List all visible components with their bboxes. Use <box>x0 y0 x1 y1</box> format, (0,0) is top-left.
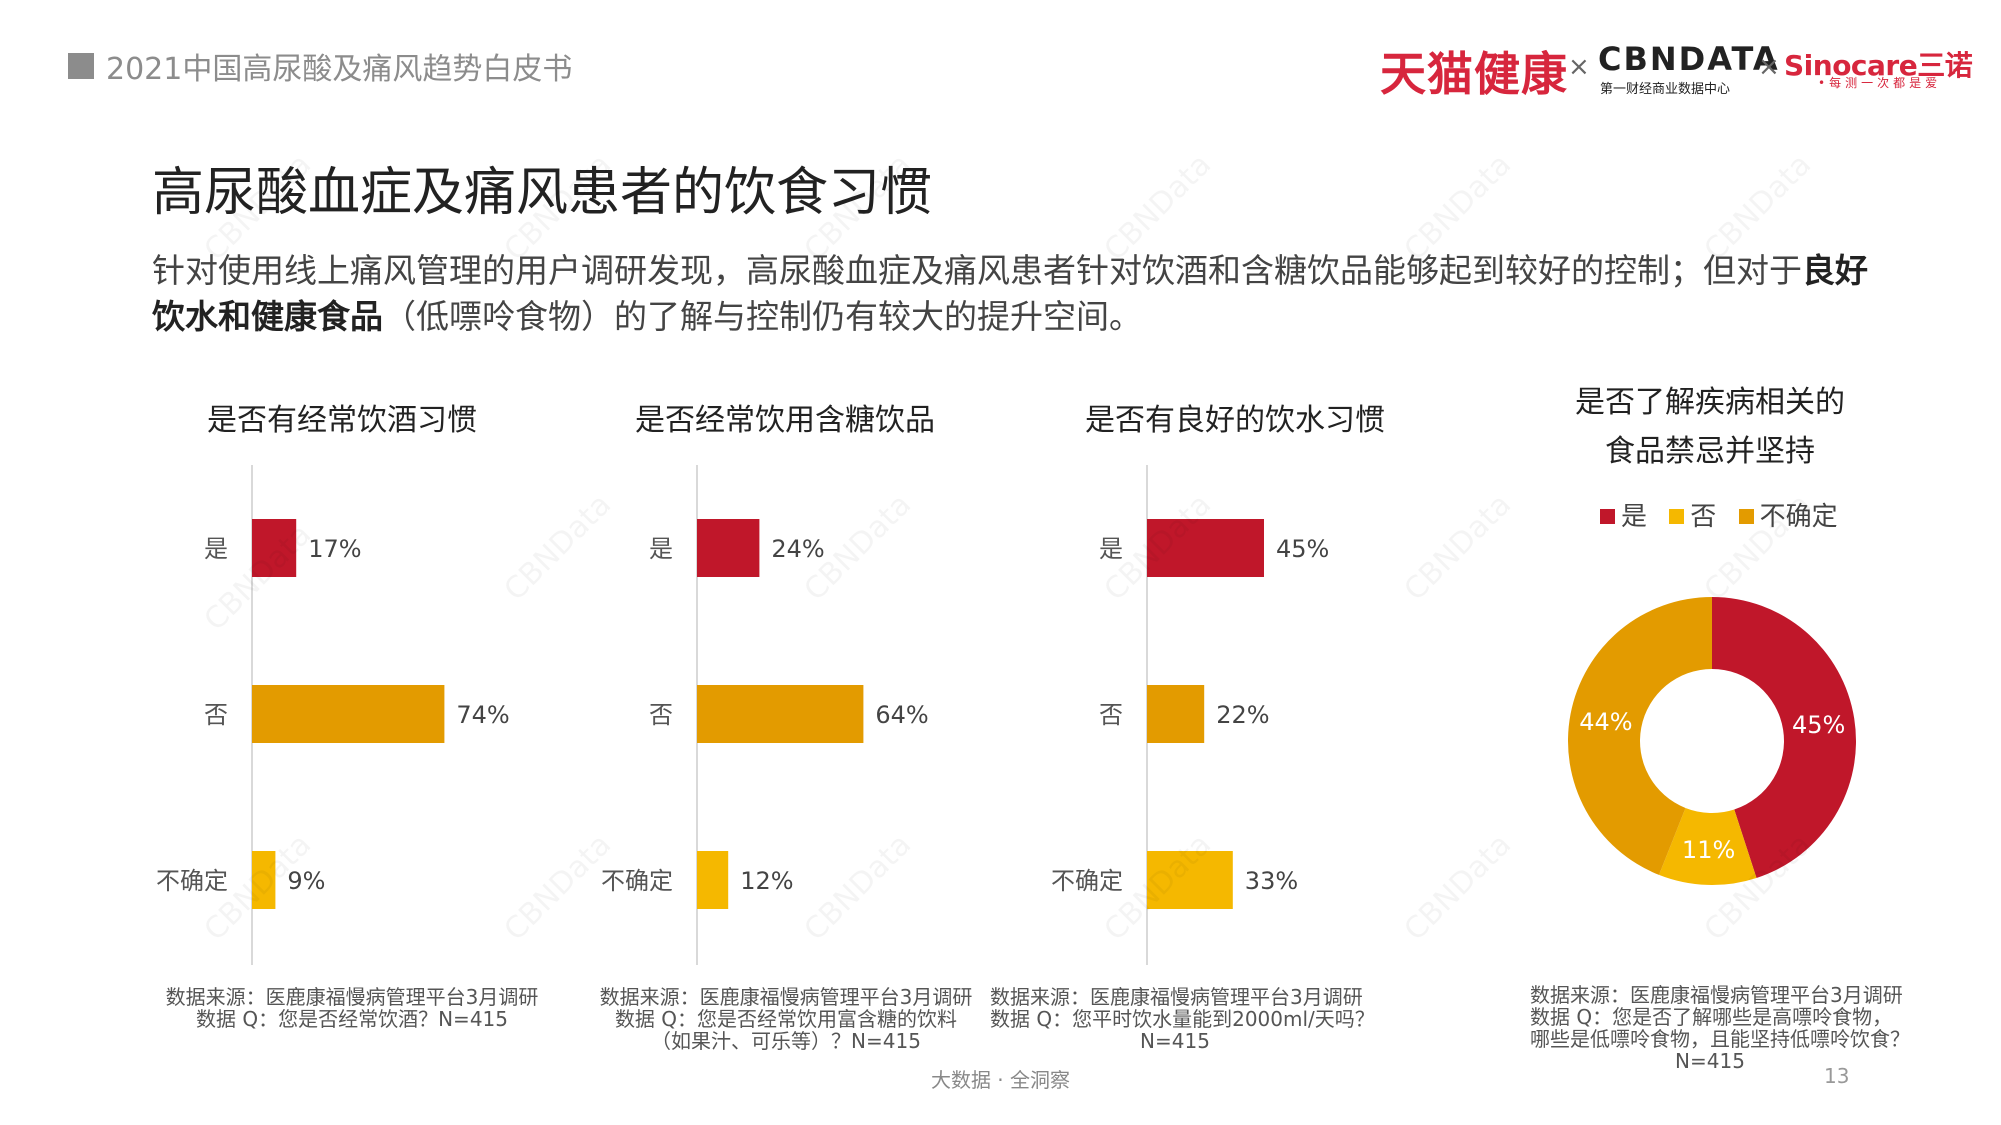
chart-3-value-label-2: 33% <box>1245 867 1298 895</box>
chart-4-title-line-1: 是否了解疾病相关的 <box>1575 385 1845 420</box>
cbndata-logo: CBNDATA <box>1598 40 1780 78</box>
source-4-line-3: 哪些是低嘌呤食物，且能坚持低嘌呤饮食？ <box>1530 1027 1910 1051</box>
donut-value-label-2: 44% <box>1579 708 1632 736</box>
chart-2-value-label-2: 12% <box>740 867 793 895</box>
chart-1-value-label-2: 9% <box>287 867 325 895</box>
legend-swatch-unsure <box>1738 509 1754 524</box>
source-1-line-1: 数据来源：医鹿康福慢病管理平台3月调研 <box>165 985 539 1009</box>
chart-1-bar-2 <box>252 851 276 909</box>
legend-item-no: 否 <box>1669 496 1716 533</box>
times-separator: × <box>1758 52 1780 82</box>
legend-label-unsure: 不确定 <box>1759 502 1838 532</box>
chart-2-category-label-2: 不确定 <box>601 867 673 895</box>
legend-item-yes: 是 <box>1600 496 1647 533</box>
chart-3-bar-0 <box>1147 519 1264 577</box>
chart-2-value-label-1: 64% <box>875 701 928 729</box>
source-note-3: 数据来源：医鹿康福慢病管理平台3月调研 数据 Q：您平时饮水量能到2000ml/… <box>990 985 1375 1053</box>
chart-1-value-label-0: 17% <box>308 535 361 563</box>
slide-title: 高尿酸血症及痛风患者的饮食习惯 <box>152 163 933 223</box>
legend-swatch-yes <box>1600 509 1615 524</box>
intro-paragraph: 针对使用线上痛风管理的用户调研发现，高尿酸血症及痛风患者针对饮酒和含糖饮品能够起… <box>152 248 1872 340</box>
chart-2-bar-0 <box>697 519 760 577</box>
chart-2-bar-1 <box>697 685 864 743</box>
donut-legend: 是 否 不确定 <box>1600 496 1852 533</box>
chart-3-category-label-2: 不确定 <box>1051 867 1123 895</box>
footer-slogan: 大数据 · 全洞察 <box>930 1068 1071 1092</box>
tmall-health-logo: 天猫健康 <box>1380 47 1568 101</box>
chart-2-bar-2 <box>697 851 729 909</box>
donut-slice-0 <box>1712 597 1857 878</box>
chart-4-title-line-2: 食品禁忌并坚持 <box>1605 434 1815 469</box>
chart-3-category-label-1: 否 <box>1099 701 1123 729</box>
document-title: 2021中国高尿酸及痛风趋势白皮书 <box>106 52 573 87</box>
donut-value-label-0: 45% <box>1792 711 1845 739</box>
intro-highlight: 良好饮水和健康食品 <box>152 251 1868 336</box>
chart-4-title: 是否了解疾病相关的 食品禁忌并坚持 <box>1560 378 1860 476</box>
chart-1-category-label-0: 是 <box>204 535 228 563</box>
sinocare-logo: Sinocare三诺 <box>1784 49 1973 82</box>
chart-1-title: 是否有经常饮酒习惯 <box>207 403 477 438</box>
sinocare-logo-slogan: •每测一次都是爱 <box>1818 76 1942 90</box>
source-3-line-1: 数据来源：医鹿康福慢病管理平台3月调研 <box>990 985 1363 1009</box>
donut-slice-1 <box>1658 807 1757 885</box>
intro-text-1: 针对使用线上痛风管理的用户调研发现，高尿酸血症及痛风患者针对饮酒和含糖饮品能够起… <box>152 251 1802 290</box>
chart-2-category-label-0: 是 <box>649 535 673 563</box>
chart-3-value-label-0: 45% <box>1276 535 1329 563</box>
source-3-line-2: 数据 Q：您平时饮水量能到2000ml/天吗？ <box>990 1007 1375 1031</box>
chart-1-category-label-1: 否 <box>204 701 228 729</box>
intro-text-2: （低嘌呤食物）的了解与控制仍有较大的提升空间。 <box>383 297 1142 336</box>
times-separator: × <box>1568 52 1590 82</box>
chart-3-value-label-1: 22% <box>1216 701 1269 729</box>
chart-3-category-label-0: 是 <box>1099 535 1123 563</box>
chart-2-value-label-0: 24% <box>771 535 824 563</box>
source-note-4: 数据来源：医鹿康福慢病管理平台3月调研 数据 Q：您是否了解哪些是高嘌呤食物， … <box>1530 983 1910 1073</box>
source-1-line-2: 数据 Q：您是否经常饮酒？N=415 <box>196 1007 508 1031</box>
source-2-line-1: 数据来源：医鹿康福慢病管理平台3月调研 <box>599 985 973 1009</box>
chart-2-title: 是否经常饮用含糖饮品 <box>635 403 935 438</box>
legend-item-unsure: 不确定 <box>1738 496 1838 533</box>
legend-label-no: 否 <box>1690 502 1717 532</box>
chart-3-bar-2 <box>1147 851 1233 909</box>
chart-3-title: 是否有良好的饮水习惯 <box>1085 403 1385 438</box>
chart-1-bar-0 <box>252 519 297 577</box>
source-3-line-3: N=415 <box>1140 1029 1210 1053</box>
chart-1-bar-1 <box>252 685 445 743</box>
page-number: 13 <box>1824 1064 1850 1088</box>
chart-3-bar-1 <box>1147 685 1205 743</box>
chart-1-category-label-2: 不确定 <box>156 867 228 895</box>
source-4-line-1: 数据来源：医鹿康福慢病管理平台3月调研 <box>1530 983 1903 1007</box>
source-2-line-2: 数据 Q：您是否经常饮用富含糖的饮料 <box>614 1007 958 1031</box>
legend-swatch-no <box>1669 509 1685 524</box>
source-4-line-2: 数据 Q：您是否了解哪些是高嘌呤食物， <box>1530 1005 1893 1029</box>
donut-value-label-1: 11% <box>1682 836 1735 864</box>
header-square <box>68 53 94 79</box>
legend-label-yes: 是 <box>1621 502 1648 532</box>
source-note-2: 数据来源：医鹿康福慢病管理平台3月调研 数据 Q：您是否经常饮用富含糖的饮料 （… <box>566 986 1006 1052</box>
source-2-line-3: （如果汁、可乐等）？N=415 <box>651 1029 921 1053</box>
source-note-1: 数据来源：医鹿康福慢病管理平台3月调研 数据 Q：您是否经常饮酒？N=415 <box>142 986 562 1030</box>
donut-slice-2 <box>1567 597 1712 875</box>
cbndata-logo-subtitle: 第一财经商业数据中心 <box>1600 82 1731 97</box>
source-4-line-4: N=415 <box>1675 1049 1745 1073</box>
chart-2-category-label-1: 否 <box>649 701 673 729</box>
chart-1-value-label-1: 74% <box>456 701 509 729</box>
